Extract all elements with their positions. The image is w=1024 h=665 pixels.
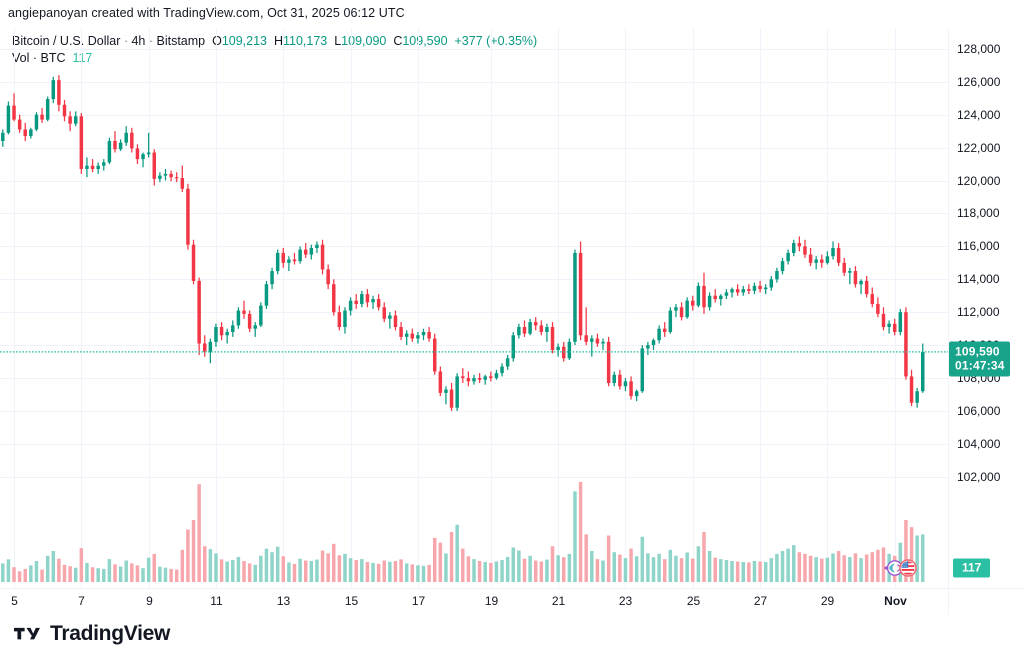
- price-tick-label: 102,000: [957, 469, 1001, 484]
- time-tick-label: 7: [78, 594, 85, 608]
- candlestick-series: [0, 75, 948, 582]
- time-tick-label: 11: [210, 594, 223, 608]
- price-tick-label: 124,000: [957, 107, 1001, 122]
- attribution-text: angiepanoyan created with TradingView.co…: [8, 6, 405, 20]
- time-axis[interactable]: 5 7 9 11 13 15 17 19 21 23 25 27 29 Nov: [0, 588, 948, 615]
- time-tick-label: 29: [820, 594, 835, 608]
- price-tick-label: 116,000: [957, 239, 1000, 254]
- price-tick-label: 120,000: [957, 173, 1001, 188]
- chart-plot-area[interactable]: [0, 28, 948, 588]
- price-tick-label: 114,000: [957, 272, 1000, 287]
- volume-value-badge[interactable]: 117: [953, 558, 991, 578]
- price-tick-label: 118,000: [957, 206, 1000, 221]
- time-tick-label: 13: [276, 594, 291, 608]
- time-tick-label: 9: [146, 594, 153, 608]
- tradingview-logo[interactable]: TradingView: [14, 622, 170, 646]
- axis-corner: [948, 588, 1024, 615]
- tradingview-mark-icon: [14, 627, 40, 639]
- time-tick-label: 27: [753, 594, 768, 608]
- time-tick-label: 25: [686, 594, 701, 608]
- time-tick-label: Nov: [884, 594, 907, 608]
- chart-gridlines: [0, 28, 948, 588]
- price-tick-label: 126,000: [957, 74, 1001, 89]
- price-tick-label: 106,000: [957, 403, 1001, 418]
- price-tick-label: 104,000: [957, 436, 1001, 451]
- time-tick-label: 5: [11, 594, 18, 608]
- price-tick-label: 122,000: [957, 140, 1001, 155]
- time-tick-label: 21: [551, 594, 566, 608]
- us-flag-event-marker[interactable]: [898, 558, 919, 579]
- last-price-value: 109,590: [955, 344, 1000, 359]
- time-tick-label: 15: [344, 594, 359, 608]
- time-tick-label: 23: [618, 594, 633, 608]
- price-tick-label: 112,000: [957, 305, 1000, 320]
- bar-countdown: 01:47:34: [955, 358, 1005, 373]
- last-price-badge[interactable]: 109,590 01:47:34: [949, 341, 1010, 377]
- tradingview-wordmark: TradingView: [50, 622, 171, 645]
- price-tick-label: 128,000: [957, 41, 1001, 56]
- time-tick-label: 19: [484, 594, 499, 608]
- price-axis[interactable]: 128,000 126,000 124,000 122,000 120,000 118,0…: [948, 28, 1024, 588]
- time-tick-label: 17: [411, 594, 426, 608]
